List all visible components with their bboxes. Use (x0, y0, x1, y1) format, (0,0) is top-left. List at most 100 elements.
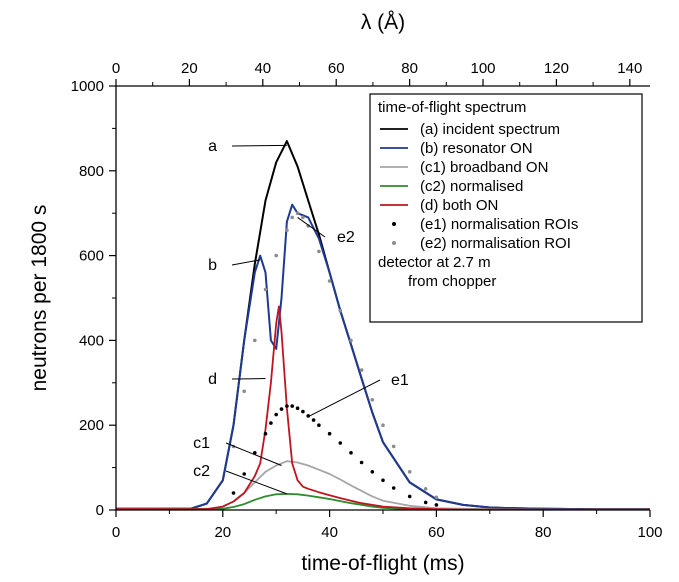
annotation-leader-e2 (297, 217, 326, 238)
annotation-label-a: a (208, 138, 217, 155)
series-point-e2 (338, 308, 343, 313)
series-point-e2 (370, 398, 375, 402)
legend-entry-a: (a) incident spectrum (420, 121, 560, 138)
y-tick-label: 1000 (71, 78, 104, 95)
x-tick-label: 20 (214, 524, 231, 541)
series-point-e2 (285, 228, 289, 232)
top-tick-label: 0 (112, 60, 120, 77)
series-point-e2 (263, 287, 268, 292)
annotation-label-e1: e1 (391, 372, 409, 389)
annotation-label-c2: c2 (193, 463, 210, 480)
series-point-e1 (370, 470, 375, 474)
series-point-e1 (407, 494, 412, 499)
series-point-e1 (290, 404, 295, 408)
annotation-leader-c1 (225, 442, 282, 466)
series-point-e2 (381, 423, 385, 428)
series-point-e2 (434, 495, 439, 500)
series-point-e2 (306, 224, 311, 228)
x-tick-label: 0 (112, 524, 120, 541)
series-point-e2 (274, 253, 279, 258)
series-point-e1 (349, 451, 353, 455)
top-tick-label: 40 (254, 60, 271, 77)
y-tick-label: 200 (79, 417, 104, 434)
y-tick-label: 600 (79, 248, 104, 265)
annotation-leader-a (231, 144, 287, 147)
series-point-e1 (295, 406, 300, 411)
series-point-e1 (274, 412, 279, 417)
series-point-e1 (381, 478, 385, 483)
series-point-e2 (327, 279, 332, 283)
x-tick-label: 80 (535, 524, 552, 541)
plot-area (115, 140, 650, 511)
y-tick-label: 800 (79, 163, 104, 180)
series-point-e1 (434, 503, 439, 507)
series-point-e2 (301, 215, 305, 220)
top-tick-label: 60 (328, 60, 345, 77)
series-point-e1 (263, 431, 268, 436)
series-point-e2 (391, 444, 396, 449)
annotation-leader-c2 (225, 470, 288, 495)
legend-entry-d: (d) both ON (420, 197, 498, 214)
annotation-leader-b (231, 259, 261, 266)
series-point-e1 (391, 486, 396, 490)
legend-note: from chopper (408, 273, 496, 290)
annotation-label-c1: c1 (193, 435, 210, 452)
series-line-b (116, 203, 650, 511)
legend-box (369, 93, 643, 323)
top-tick-label: 80 (401, 60, 418, 77)
x-tick-label: 40 (321, 524, 338, 541)
series-point-e1 (253, 451, 257, 455)
legend-entry-c1: (c1) broadband ON (420, 159, 548, 176)
series-point-e2 (317, 249, 321, 254)
series-point-e2 (359, 368, 364, 372)
series-point-e1 (327, 431, 332, 436)
series-point-e1 (231, 491, 236, 495)
series-point-e2 (242, 389, 246, 394)
legend-entry-b: (b) resonator ON (420, 140, 533, 157)
top-tick-label: 100 (470, 60, 495, 77)
series-point-e1 (311, 418, 316, 422)
series-point-e2 (295, 211, 300, 215)
legend-entry-c2: (c2) normalised (420, 178, 523, 195)
top-tick-label: 20 (181, 60, 198, 77)
y-axis-label: neutrons per 1800 s (28, 205, 51, 392)
annotation-label-b: b (208, 257, 217, 274)
series-line-d (116, 305, 650, 511)
legend-title: time-of-flight spectrum (378, 99, 526, 116)
legend-swatch-e2 (392, 241, 396, 245)
legend-entry-e1: (e1) normalisation ROIs (420, 216, 578, 233)
series-point-e1 (338, 441, 343, 445)
legend-swatch-e1 (392, 222, 396, 226)
annotation-label-e2: e2 (337, 229, 355, 246)
series-point-e1 (359, 460, 364, 465)
series-point-e1 (285, 404, 289, 408)
annotations: a b d e2 e1 c1 c2 (193, 138, 409, 495)
series-point-e2 (407, 470, 412, 474)
x-axis-label: time-of-flight (ms) (301, 552, 464, 575)
series-point-e1 (317, 423, 321, 428)
series-point-e2 (423, 487, 428, 491)
series-point-e1 (269, 421, 273, 425)
series-point-e2 (349, 338, 353, 343)
x-tick-label: 100 (637, 524, 662, 541)
top-axis-label: λ (Å) (361, 11, 405, 34)
y-tick-label: 400 (79, 332, 104, 349)
series-point-e1 (301, 409, 305, 414)
legend-note: detector at 2.7 m (378, 254, 491, 271)
series-point-e1 (279, 407, 284, 411)
legend: time-of-flight spectrum (a) incident spec… (369, 93, 643, 323)
legend-entry-e2: (e2) normalisation ROI (420, 235, 571, 252)
annotation-label-d: d (208, 371, 217, 388)
y-tick-label: 0 (96, 502, 104, 519)
series-point-e2 (290, 215, 295, 220)
series-point-e2 (253, 338, 257, 343)
top-tick-label: 120 (544, 60, 569, 77)
series-point-e1 (242, 472, 246, 476)
x-tick-label: 60 (428, 524, 445, 541)
series-line-c2 (115, 493, 650, 511)
annotation-leader-e1 (308, 379, 381, 418)
series-point-e1 (423, 500, 428, 505)
top-tick-label: 140 (617, 60, 642, 77)
